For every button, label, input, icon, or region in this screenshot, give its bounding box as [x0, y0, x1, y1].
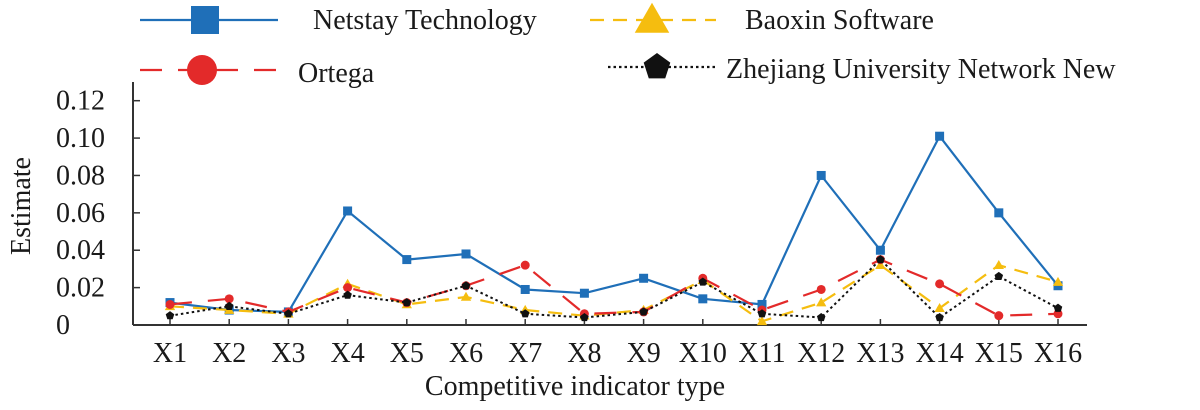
series-1: [165, 131, 1063, 317]
legend-label: Ortega: [298, 58, 375, 89]
data-point: [461, 249, 471, 259]
data-point: [757, 309, 767, 318]
y-tick-label: 0.10: [56, 123, 105, 154]
data-point: [935, 279, 945, 289]
legend-marker: [634, 2, 670, 33]
data-point: [343, 290, 352, 299]
data-point: [935, 131, 945, 141]
data-point: [875, 245, 885, 255]
y-tick-label: 0.12: [56, 86, 105, 117]
data-point: [816, 170, 826, 180]
x-tick-label: X12: [797, 338, 845, 369]
x-tick-label: X5: [390, 338, 424, 369]
data-point: [461, 281, 471, 290]
y-axis-title: Estimate: [6, 157, 37, 255]
data-point: [579, 288, 589, 298]
x-tick-label: X13: [856, 338, 904, 369]
x-tick-label: X7: [508, 338, 542, 369]
data-point: [816, 313, 826, 322]
x-tick-label: X9: [626, 338, 660, 369]
x-tick-label: X10: [679, 338, 727, 369]
y-tick-label: 0.04: [56, 235, 105, 266]
legend-label: Baoxin Software: [745, 5, 934, 36]
data-point: [580, 313, 589, 322]
x-tick-label: X2: [212, 338, 246, 369]
data-point: [402, 298, 412, 307]
legend-marker: [643, 53, 671, 79]
axes: 0 0.02 0.04 0.06 0.08 0.10 0.12 X1 X2 X3 X4 X5 X6 X7 X…: [56, 82, 1087, 369]
series-line: [169, 135, 1059, 313]
data-point: [816, 284, 826, 294]
x-tick-label: X3: [271, 338, 305, 369]
data-point: [994, 208, 1004, 218]
data-point: [224, 294, 234, 304]
data-point: [993, 260, 1004, 270]
data-point: [460, 291, 472, 301]
data-point: [639, 307, 648, 316]
legend-item-1: Netstay Technology: [140, 5, 537, 36]
data-point: [224, 301, 234, 310]
legend-marker: [191, 6, 219, 34]
data-point: [520, 260, 530, 270]
x-tick-label: X15: [975, 338, 1023, 369]
data-point: [698, 277, 708, 286]
data-point: [402, 255, 412, 265]
data-point: [994, 311, 1004, 321]
series-layer: [164, 131, 1064, 326]
x-tick-label: X1: [153, 338, 187, 369]
y-tick-label: 0: [56, 310, 70, 341]
series-3: [165, 255, 1063, 321]
data-point: [1052, 276, 1064, 286]
x-tick-label: X14: [915, 338, 963, 369]
series-line: [169, 258, 1059, 319]
y-tick-label: 0.06: [56, 198, 105, 229]
data-point: [876, 255, 885, 264]
x-tick-label: X8: [567, 338, 601, 369]
x-axis-title: Competitive indicator type: [425, 371, 725, 402]
legend-item-3: Ortega: [140, 55, 375, 89]
legend-marker: [187, 55, 217, 85]
legend-label: Zhejiang University Network New: [726, 54, 1116, 85]
x-tick-label: X16: [1034, 338, 1082, 369]
legend: Netstay Technology Baoxin Software Ortega Z…: [140, 2, 1116, 89]
data-point: [639, 273, 649, 283]
data-point: [520, 309, 530, 318]
data-point: [165, 311, 175, 320]
y-tick-label: 0.08: [56, 160, 105, 191]
data-point: [875, 260, 886, 270]
data-point: [284, 309, 293, 318]
data-point: [757, 299, 767, 309]
data-point: [816, 297, 827, 307]
data-point: [934, 303, 945, 313]
data-point: [343, 206, 353, 216]
series-line: [169, 258, 1059, 317]
x-tick-label: X6: [449, 338, 483, 369]
legend-item-2: Baoxin Software: [590, 2, 934, 36]
x-tick-label: X4: [330, 338, 364, 369]
data-point: [343, 283, 353, 293]
data-point: [1053, 303, 1063, 312]
legend-item-4: Zhejiang University Network New: [608, 53, 1116, 85]
data-point: [994, 271, 1004, 281]
legend-label: Netstay Technology: [313, 5, 537, 36]
data-point: [698, 294, 708, 304]
x-tick-label: X11: [738, 338, 785, 369]
data-point: [935, 313, 944, 322]
y-tick-label: 0.02: [56, 273, 105, 304]
series-4: [165, 255, 1063, 322]
data-point: [165, 299, 175, 309]
data-point: [520, 284, 530, 294]
data-point: [756, 316, 768, 326]
